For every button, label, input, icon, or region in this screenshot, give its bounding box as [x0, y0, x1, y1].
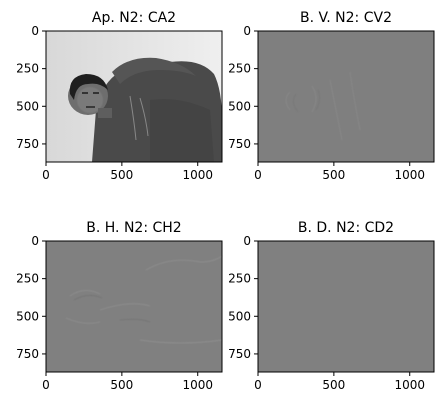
panel-title: B. D. N2: CD2: [298, 220, 394, 236]
x-tick-label: 500: [110, 168, 133, 182]
y-tick-label: 500: [16, 99, 39, 113]
panel-diagonal-detail: B. D. N2: CD2: [257, 220, 435, 373]
y-tick-label: 250: [16, 62, 39, 76]
x-tick-label: 500: [322, 168, 345, 182]
axes-frame: [257, 30, 435, 163]
x-tick-label: 0: [42, 378, 50, 392]
panel-title: B. V. N2: CV2: [300, 10, 392, 26]
x-tick-label: 1000: [182, 168, 213, 182]
panel-horizontal-detail: B. H. N2: CH2: [45, 220, 223, 373]
y-tick-label: 250: [16, 272, 39, 286]
x-tick-label: 1000: [394, 378, 425, 392]
x-tick-label: 1000: [182, 378, 213, 392]
x-tick-label: 1000: [394, 168, 425, 182]
x-tick-label: 500: [110, 378, 133, 392]
y-tick-label: 750: [228, 347, 251, 361]
y-tick-label: 750: [16, 347, 39, 361]
panel-approximation: Ap. N2: CA2: [45, 10, 223, 163]
y-tick-label: 0: [31, 24, 39, 38]
axes-frame: [45, 30, 223, 163]
y-tick-label: 500: [228, 99, 251, 113]
photo-image: [46, 31, 222, 162]
y-tick-label: 0: [243, 24, 251, 38]
panel-title: Ap. N2: CA2: [92, 10, 176, 26]
y-tick-label: 750: [228, 137, 251, 151]
y-tick-label: 500: [228, 309, 251, 323]
axis-ticks: 0 500 1000 0 250 500 750 0 500 1000 0 250 500 750 0 500…: [16, 24, 425, 392]
axes-frame: [45, 240, 223, 373]
x-tick-label: 0: [254, 378, 262, 392]
x-tick-label: 500: [322, 378, 345, 392]
detail-image: [258, 31, 434, 162]
y-tick-label: 250: [228, 62, 251, 76]
y-tick-label: 500: [16, 309, 39, 323]
y-tick-label: 250: [228, 272, 251, 286]
panel-vertical-detail: B. V. N2: CV2: [257, 10, 435, 163]
y-tick-label: 750: [16, 137, 39, 151]
y-tick-label: 0: [243, 234, 251, 248]
x-tick-label: 0: [254, 168, 262, 182]
axes-frame: [257, 240, 435, 373]
panel-title: B. H. N2: CH2: [86, 220, 181, 236]
detail-image: [46, 241, 223, 372]
y-tick-label: 0: [31, 234, 39, 248]
detail-image: [258, 241, 434, 372]
x-tick-label: 0: [42, 168, 50, 182]
